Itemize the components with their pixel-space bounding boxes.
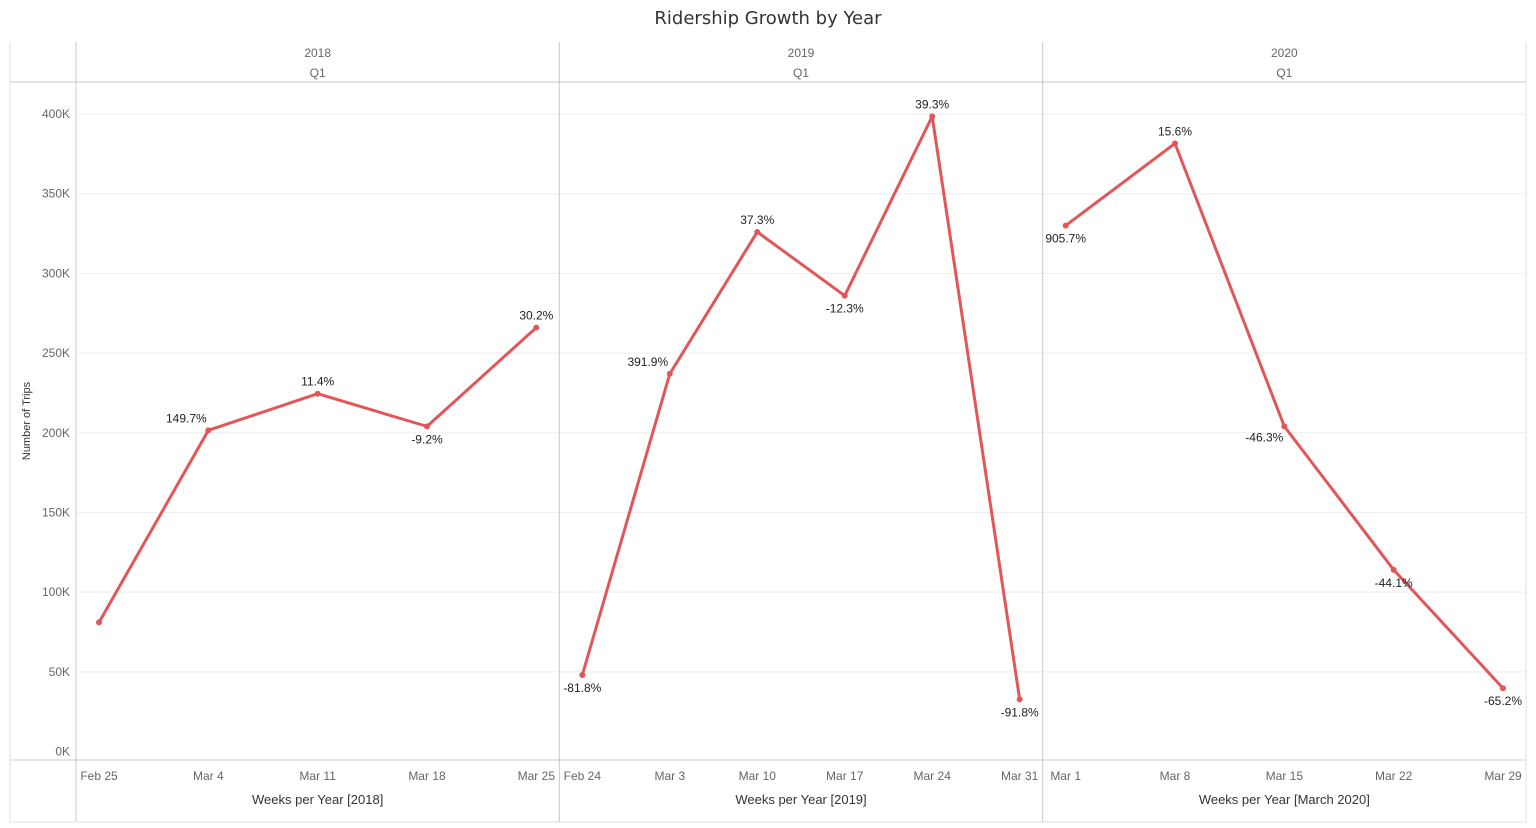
x-axis-title: Weeks per Year [2019] xyxy=(735,792,866,807)
x-tick-label: Feb 25 xyxy=(80,769,118,783)
y-tick-label: 250K xyxy=(42,346,70,360)
y-tick-label: 350K xyxy=(42,187,70,201)
data-point xyxy=(314,390,321,397)
y-tick-label: 200K xyxy=(42,426,70,440)
panel-quarter-header: Q1 xyxy=(793,66,809,80)
data-label: 149.7% xyxy=(166,411,207,425)
panel-year-header: 2020 xyxy=(1271,46,1298,60)
data-point xyxy=(424,423,430,430)
data-label: -9.2% xyxy=(411,432,443,446)
data-point xyxy=(1281,423,1288,430)
x-axis-title: Weeks per Year [2018] xyxy=(252,792,383,807)
x-axis-title: Weeks per Year [March 2020] xyxy=(1199,792,1370,807)
x-tick-label: Mar 3 xyxy=(654,769,685,783)
data-point xyxy=(1062,222,1069,229)
data-label: 39.3% xyxy=(915,97,949,111)
data-point xyxy=(205,427,212,434)
data-label: -91.8% xyxy=(1001,705,1039,719)
data-point xyxy=(579,672,586,678)
data-point xyxy=(929,113,936,120)
data-label: 37.3% xyxy=(740,213,774,227)
data-label: -65.2% xyxy=(1484,694,1522,708)
x-tick-label: Mar 22 xyxy=(1375,769,1413,783)
data-point xyxy=(96,619,102,626)
y-tick-label: 400K xyxy=(42,107,70,121)
x-tick-label: Mar 18 xyxy=(408,769,446,783)
series-line xyxy=(97,326,538,624)
panel-year-header: 2019 xyxy=(788,46,815,60)
data-label: 15.6% xyxy=(1158,124,1192,138)
y-tick-label: 150K xyxy=(42,505,70,519)
data-point xyxy=(1500,685,1506,692)
x-tick-label: Mar 8 xyxy=(1160,769,1191,783)
data-label: -81.8% xyxy=(563,681,601,695)
data-label: 905.7% xyxy=(1045,232,1086,246)
x-tick-label: Mar 10 xyxy=(739,769,777,783)
y-tick-label: 300K xyxy=(42,266,70,280)
data-label: 30.2% xyxy=(519,309,553,323)
y-tick-label: 100K xyxy=(42,585,70,599)
data-point xyxy=(841,292,848,299)
x-tick-label: Mar 4 xyxy=(193,769,224,783)
data-point xyxy=(1390,566,1397,573)
y-tick-label: 0K xyxy=(55,745,70,759)
data-label: 391.9% xyxy=(627,355,668,369)
data-point xyxy=(666,370,673,377)
x-tick-label: Mar 25 xyxy=(518,769,556,783)
x-tick-label: Mar 11 xyxy=(299,769,336,783)
panel-quarter-header: Q1 xyxy=(310,66,326,80)
data-point xyxy=(1172,140,1178,147)
data-point xyxy=(1016,696,1023,703)
x-tick-label: Mar 24 xyxy=(914,769,952,783)
data-label: 11.4% xyxy=(301,375,334,389)
panel-year-header: 2018 xyxy=(304,46,331,60)
chart-title: Ridership Growth by Year xyxy=(654,8,882,29)
x-tick-label: Mar 17 xyxy=(826,769,864,783)
data-label: -12.3% xyxy=(826,302,864,316)
series-line xyxy=(580,114,1022,700)
y-tick-label: 50K xyxy=(49,665,70,679)
data-label: -46.3% xyxy=(1245,430,1283,444)
x-tick-label: Mar 29 xyxy=(1484,769,1522,783)
panel-quarter-header: Q1 xyxy=(1276,66,1292,80)
x-tick-label: Mar 31 xyxy=(1001,769,1039,783)
series-line xyxy=(1064,141,1505,690)
x-tick-label: Mar 15 xyxy=(1266,769,1304,783)
data-label: -44.1% xyxy=(1375,576,1413,590)
data-point xyxy=(754,228,761,235)
x-tick-label: Mar 1 xyxy=(1050,769,1081,783)
data-point xyxy=(533,324,540,331)
x-tick-label: Feb 24 xyxy=(564,769,602,783)
y-axis-title: Number of Trips xyxy=(21,381,33,460)
